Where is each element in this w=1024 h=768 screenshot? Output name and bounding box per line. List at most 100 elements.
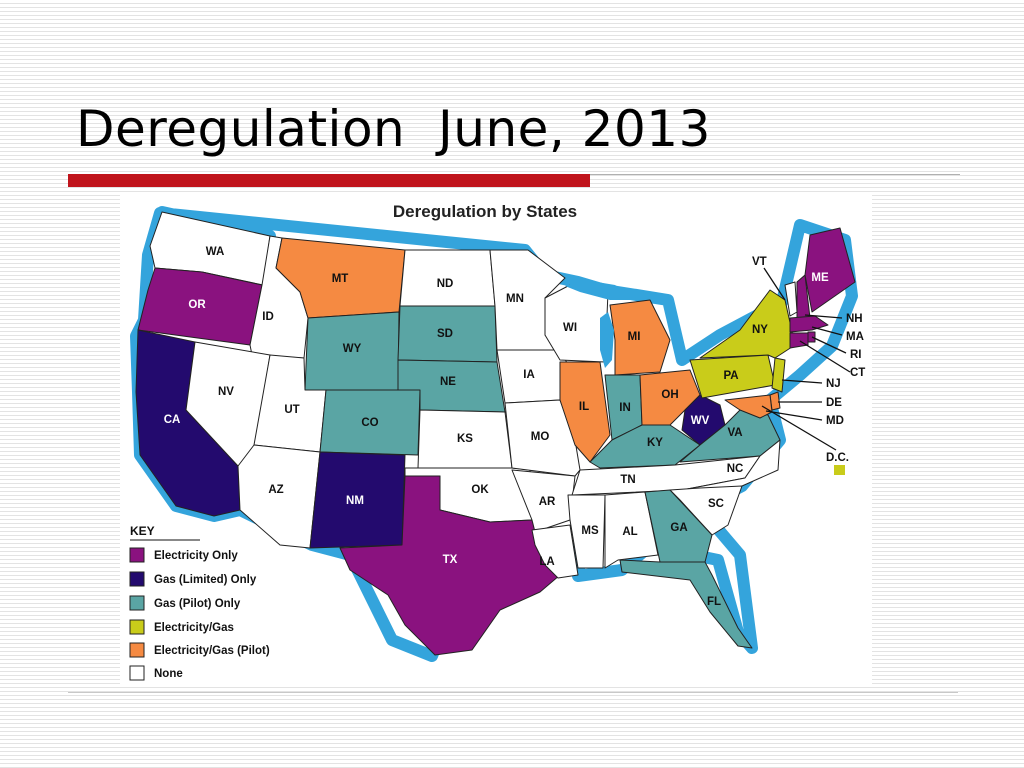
key-swatch bbox=[129, 619, 145, 635]
label-WY: WY bbox=[343, 343, 362, 355]
label-NE: NE bbox=[440, 376, 456, 388]
label-OR: OR bbox=[188, 299, 206, 311]
state-MI bbox=[609, 299, 671, 376]
state-GA bbox=[644, 489, 713, 563]
label-ID: ID bbox=[262, 311, 274, 323]
label-KS: KS bbox=[457, 433, 473, 445]
label-OH: OH bbox=[661, 389, 678, 401]
label-IA: IA bbox=[523, 369, 535, 381]
label-KY: KY bbox=[647, 437, 663, 449]
key-swatch bbox=[129, 642, 145, 658]
label-GA: GA bbox=[670, 522, 687, 534]
leader-VT bbox=[763, 267, 786, 301]
title-underline-gray bbox=[590, 174, 960, 175]
label-NV: NV bbox=[218, 386, 234, 398]
label-MO: MO bbox=[531, 431, 550, 443]
state-ME bbox=[804, 227, 856, 313]
key-item-gas-limited-only: Gas (Limited) Only bbox=[129, 571, 257, 587]
label-CT: CT bbox=[850, 367, 865, 379]
label-AZ: AZ bbox=[268, 484, 283, 496]
label-IL: IL bbox=[579, 401, 589, 413]
leader-NJ bbox=[781, 379, 823, 384]
label-ND: ND bbox=[437, 278, 454, 290]
key-title: KEY bbox=[130, 524, 155, 538]
key-label: None bbox=[154, 668, 183, 680]
label-RI: RI bbox=[850, 349, 862, 361]
label-MI: MI bbox=[628, 331, 641, 343]
label-DE: DE bbox=[826, 397, 842, 409]
label-NM: NM bbox=[346, 495, 364, 507]
lake-superior bbox=[565, 280, 640, 300]
label-CO: CO bbox=[361, 417, 378, 429]
label-OK: OK bbox=[471, 484, 489, 496]
state-VA bbox=[679, 409, 781, 463]
state-MA bbox=[789, 315, 829, 333]
deregulation-map: Deregulation by States bbox=[120, 195, 872, 685]
key-label: Gas (Limited) Only bbox=[154, 574, 257, 586]
label-TN: TN bbox=[620, 474, 635, 486]
label-MN: MN bbox=[506, 293, 524, 305]
label-MA: MA bbox=[846, 331, 864, 343]
label-UT: UT bbox=[284, 404, 299, 416]
label-CA: CA bbox=[164, 414, 181, 426]
leader-CT bbox=[799, 340, 851, 373]
label-SC: SC bbox=[708, 498, 724, 510]
state-CT bbox=[789, 332, 809, 349]
leader-MD bbox=[765, 410, 823, 421]
key-swatch bbox=[129, 595, 145, 611]
leader-DC bbox=[761, 405, 837, 451]
label-SD: SD bbox=[437, 328, 453, 340]
state-AL bbox=[604, 491, 659, 569]
label-NJ: NJ bbox=[826, 378, 841, 390]
state-TX bbox=[339, 475, 561, 656]
state-RI bbox=[807, 331, 816, 343]
key-item-electricity-only: Electricity Only bbox=[129, 547, 238, 563]
label-ME: ME bbox=[811, 272, 829, 284]
map-title: Deregulation by States bbox=[393, 202, 577, 221]
key-label: Gas (Pilot) Only bbox=[154, 598, 241, 610]
label-AR: AR bbox=[539, 496, 556, 508]
label-MS: MS bbox=[581, 525, 599, 537]
key-item-electricity-gas: Electricity/Gas bbox=[129, 619, 234, 635]
state-AR bbox=[511, 469, 576, 533]
map-key: Electricity Only Gas (Limited) Only Gas … bbox=[129, 547, 270, 681]
state-MS bbox=[567, 494, 606, 569]
bottom-rule bbox=[68, 692, 958, 693]
title-underline-red bbox=[68, 174, 590, 187]
state-KY bbox=[589, 424, 701, 469]
key-item-gas-pilot-only: Gas (Pilot) Only bbox=[129, 595, 241, 611]
label-VA: VA bbox=[727, 427, 742, 439]
label-PA: PA bbox=[723, 370, 738, 382]
label-NY: NY bbox=[752, 324, 768, 336]
state-AZ bbox=[237, 444, 321, 549]
state-NJ bbox=[771, 357, 786, 393]
leader-NH bbox=[804, 314, 843, 319]
label-IN: IN bbox=[619, 402, 631, 414]
label-WI: WI bbox=[563, 322, 577, 334]
label-AL: AL bbox=[622, 526, 637, 538]
label-DC: D.C. bbox=[826, 452, 849, 464]
label-NC: NC bbox=[727, 463, 744, 475]
label-WV: WV bbox=[691, 415, 710, 427]
deregulation-map-svg: Deregulation by States bbox=[129, 202, 865, 681]
state-LA bbox=[531, 524, 579, 579]
leader-MA bbox=[811, 326, 843, 336]
label-LA: LA bbox=[539, 556, 554, 568]
key-item-none: None bbox=[129, 665, 183, 681]
key-item-electricity-gas-pilot: Electricity/Gas (Pilot) bbox=[129, 642, 270, 658]
label-MT: MT bbox=[332, 273, 349, 285]
label-VT: VT bbox=[752, 256, 767, 268]
label-NH: NH bbox=[846, 313, 863, 325]
state-FL bbox=[619, 559, 753, 649]
label-MD: MD bbox=[826, 415, 844, 427]
key-swatch bbox=[129, 571, 145, 587]
key-swatch bbox=[129, 547, 145, 563]
dc-swatch bbox=[834, 465, 845, 475]
key-label: Electricity Only bbox=[154, 550, 238, 562]
label-TX: TX bbox=[443, 554, 458, 566]
key-label: Electricity/Gas bbox=[154, 622, 234, 634]
leader-RI bbox=[811, 336, 847, 354]
state-NY bbox=[699, 289, 796, 359]
key-label: Electricity/Gas (Pilot) bbox=[154, 645, 270, 657]
label-WA: WA bbox=[206, 246, 225, 258]
